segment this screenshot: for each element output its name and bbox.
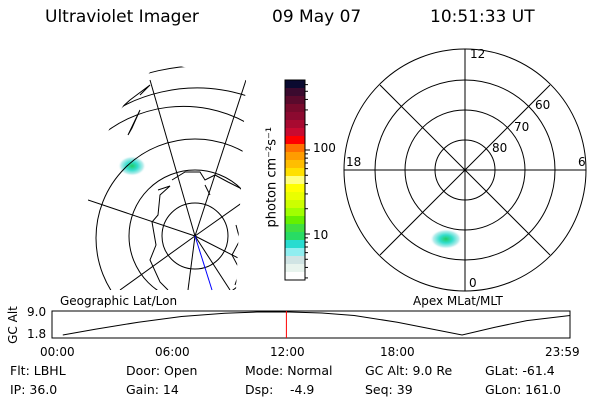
seq-status: Seq: 39 <box>365 382 413 397</box>
colorbar-band <box>285 144 305 153</box>
colorbar-band <box>285 264 305 273</box>
colorbar-band <box>285 168 305 177</box>
time-label: 10:51:33 UT <box>430 7 535 27</box>
colorbar-band <box>285 200 305 209</box>
colorbar-band <box>285 112 305 121</box>
colorbar-band <box>285 256 305 265</box>
mlt-label-18: 18 <box>346 155 362 169</box>
colorbar-band <box>285 136 305 145</box>
colorbar-band <box>285 216 305 225</box>
glon-status: GLon: 161.0 <box>485 382 561 397</box>
colorbar-band <box>285 192 305 201</box>
latitude-circle <box>88 105 246 290</box>
aurora-blob <box>430 229 462 249</box>
latitude-circle <box>88 87 246 290</box>
colorbar <box>285 80 305 281</box>
colorbar-band <box>285 224 305 233</box>
time-tick: 12:00 <box>270 345 305 359</box>
instrument-title: Ultraviolet Imager <box>45 7 199 27</box>
colorbar-band <box>285 120 305 129</box>
colorbar-tick-10: 10 <box>313 228 329 242</box>
gc-alt-status: GC Alt: 9.0 Re <box>365 363 453 378</box>
meridian-line <box>194 235 246 263</box>
mag-plot-label: Apex MLat/MLT <box>413 294 503 308</box>
colorbar-band <box>285 208 305 217</box>
dsp-value: -4.9 <box>290 382 315 397</box>
colorbar-band <box>285 96 305 105</box>
aurora-blob <box>118 156 146 176</box>
colorbar-frame <box>284 79 306 281</box>
geo-map-label: Geographic Lat/Lon <box>60 294 178 308</box>
meridian-line <box>149 79 196 237</box>
altitude-series-line <box>62 311 571 336</box>
alt-tick-1.8: 1.8 <box>27 327 47 341</box>
colorbar-band <box>285 152 305 161</box>
latitude-circle <box>161 202 229 270</box>
colorbar-band <box>285 232 305 241</box>
gain-status: Gain: 14 <box>126 382 179 397</box>
alt-tick-9: 9.0 <box>27 305 47 319</box>
colorbar-band <box>285 240 305 249</box>
time-tick: 23:59 <box>545 345 580 359</box>
meridian-line <box>187 235 196 290</box>
meridian-line <box>194 199 246 237</box>
colorbar-tick-100: 100 <box>313 141 336 155</box>
coastline <box>109 84 246 290</box>
latitude-circle <box>128 169 246 290</box>
mlt-label-0: 0 <box>469 276 477 290</box>
time-tick: 06:00 <box>155 345 190 359</box>
time-tick: 18:00 <box>380 345 415 359</box>
latitude-circle <box>88 65 246 290</box>
colorbar-band <box>285 184 305 193</box>
colorbar-band <box>285 160 305 169</box>
altitude-ylabel: GC Alt <box>6 306 20 344</box>
pole-meridian-line <box>194 235 213 291</box>
magnetic-polar-plot <box>343 48 587 292</box>
meridian-line <box>194 235 231 290</box>
mlat-label-80: 80 <box>492 141 508 155</box>
mlat-label-70: 70 <box>514 120 530 134</box>
dsp-label: Dsp: <box>245 382 274 397</box>
mlt-label-6: 6 <box>578 155 586 169</box>
colorbar-band <box>285 104 305 113</box>
door-status: Door: Open <box>126 363 198 378</box>
meridian-line <box>119 235 196 290</box>
colorbar-band <box>285 176 305 185</box>
geographic-map <box>88 65 246 290</box>
mlat-label-60: 60 <box>535 98 551 112</box>
colorbar-band <box>285 272 305 281</box>
colorbar-band <box>285 88 305 97</box>
latitude-circle <box>95 138 246 290</box>
colorbar-label: photon cm⁻²s⁻¹ <box>264 126 280 228</box>
ip-status: IP: 36.0 <box>10 382 58 397</box>
filter-status: Flt: LBHL <box>10 363 66 378</box>
colorbar-band <box>285 248 305 257</box>
date-label: 09 May 07 <box>272 7 362 27</box>
meridian-line <box>194 79 246 237</box>
glat-status: GLat: -61.4 <box>485 363 555 378</box>
altitude-plot-frame <box>51 310 571 339</box>
time-tick: 00:00 <box>40 345 75 359</box>
colorbar-band <box>285 128 305 137</box>
colorbar-band <box>285 80 305 89</box>
mode-status: Mode: Normal <box>245 363 333 378</box>
meridian-line <box>88 199 196 237</box>
mlt-label-12: 12 <box>470 47 486 61</box>
